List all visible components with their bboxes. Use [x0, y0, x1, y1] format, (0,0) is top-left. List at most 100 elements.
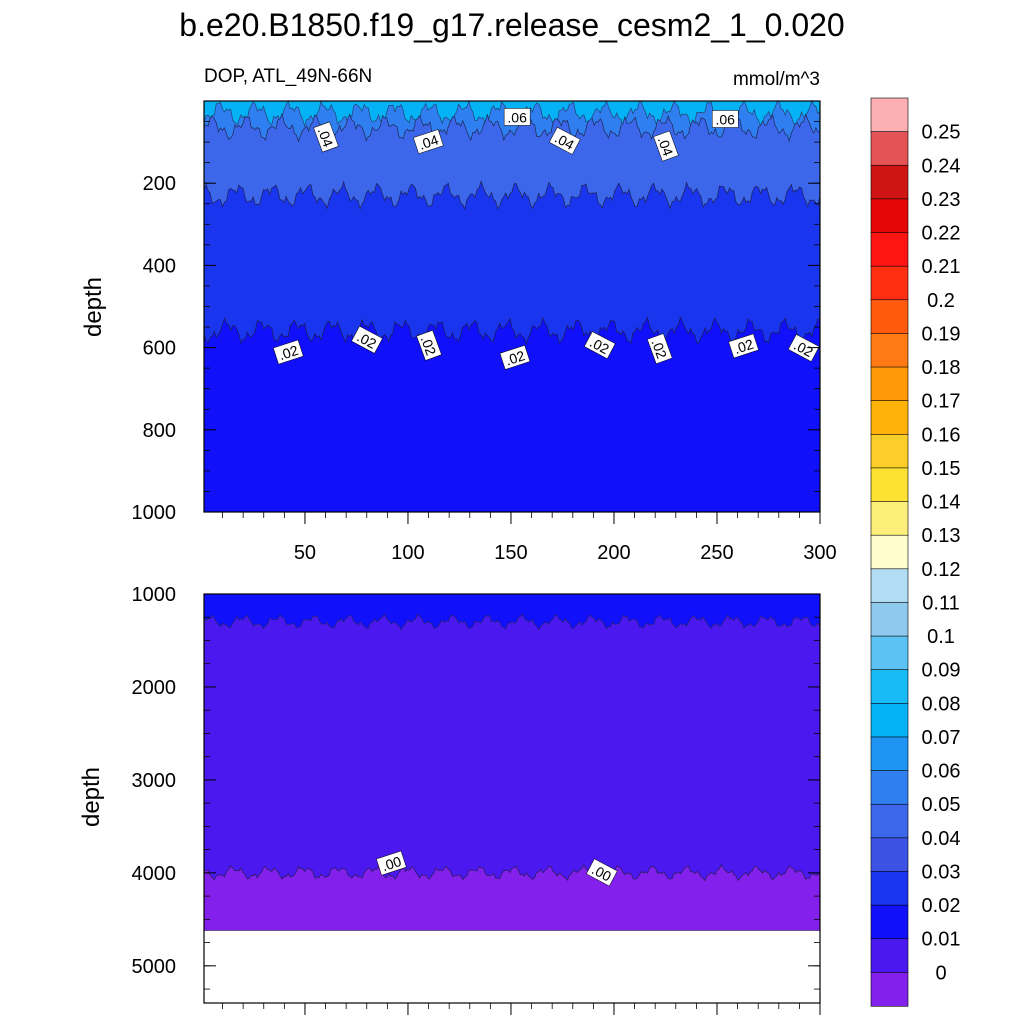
colorbar-label: 0.16: [922, 424, 961, 446]
colorbar-swatch: [870, 400, 909, 435]
y-tick-label: 2000: [132, 677, 177, 699]
colorbar-label: 0.09: [922, 660, 961, 682]
colorbar: 0.25 0.24 0.23 0.22 0.21 0.2 0.19 0.18 0.17 0.16 0…: [870, 97, 961, 1007]
colorbar-label: 0.1: [927, 626, 955, 648]
contour-label-text: .04: [315, 125, 337, 149]
top-panel: .06 .06 .04 .04 .04 .04 .02 .02 .02 .02 .02 .02 .02.…: [132, 100, 837, 564]
colorbar-label: 0.17: [922, 391, 961, 413]
colorbar-label: 0.01: [922, 929, 961, 951]
colorbar-label: 0: [935, 962, 946, 984]
contour-label: .02: [351, 325, 383, 354]
contour-label: .02: [787, 334, 820, 362]
colorbar-label: 0.08: [922, 693, 961, 715]
y-tick-label: 1000: [132, 584, 177, 606]
y-tick-label: 1000: [132, 502, 177, 524]
x-tick-label: 250: [700, 542, 733, 564]
colorbar-swatch: [870, 333, 909, 368]
contour-label-box: [548, 126, 581, 155]
colorbar-label: 0.13: [922, 525, 961, 547]
colorbar-label: 0.15: [922, 458, 961, 480]
colorbar-swatch: [870, 366, 909, 402]
x-tick-label: 300: [803, 542, 836, 564]
colorbar-label: 0.14: [922, 492, 961, 514]
x-tick-label: 50: [294, 542, 316, 564]
colorbar-swatch: [870, 602, 909, 637]
contour-label-box: [499, 344, 531, 370]
colorbar-swatch: [870, 232, 909, 267]
contour-label-text: .04: [655, 134, 677, 158]
colorbar-label: 0.23: [922, 189, 961, 211]
contour-label-box: [413, 129, 444, 155]
contour-label-box: [787, 334, 820, 362]
contour-label: .02: [273, 339, 304, 365]
colorbar-swatch: [870, 534, 909, 570]
contour-label: .02: [647, 333, 673, 365]
contour-label-box: [647, 333, 673, 365]
contour-label: .00: [376, 850, 407, 876]
bottom-panel-ylabel: depth: [78, 767, 105, 827]
colorbar-swatch: [870, 938, 909, 973]
contour-label: .02: [583, 331, 616, 360]
colorbar-swatch: [870, 131, 909, 166]
bottom-panel: .00 .00 1000 2000 3000 4000 5000: [132, 584, 821, 1015]
contour-label-box: [416, 329, 442, 361]
x-tick-label: 200: [597, 542, 630, 564]
colorbar-label: 0.25: [922, 122, 961, 144]
colorbar-label: 0.18: [922, 357, 961, 379]
x-tick-label: 100: [391, 542, 424, 564]
contour-label: .06: [711, 110, 739, 128]
colorbar-swatch: [870, 164, 909, 200]
right-subtitle: mmol/m^3: [733, 69, 820, 90]
colorbar-swatch: [870, 568, 909, 604]
colorbar-swatch: [870, 97, 909, 133]
contour-label: .04: [548, 126, 581, 155]
contour-label: .04: [313, 121, 339, 153]
colorbar-swatch: [870, 770, 909, 805]
colorbar-swatch: [870, 635, 909, 671]
y-tick-label: 4000: [132, 863, 177, 885]
colorbar-label: 0.06: [922, 761, 961, 783]
contour-label-box: [583, 331, 616, 360]
colorbar-swatch: [870, 871, 909, 906]
contour-label-text: .02: [277, 342, 301, 363]
colorbar-swatch: [870, 299, 909, 335]
colorbar-swatch: [870, 198, 909, 234]
contour-label-text: .02: [418, 334, 440, 358]
colorbar-swatch: [870, 265, 909, 301]
colorbar-label: 0.05: [922, 794, 961, 816]
contour-label-text: .04: [417, 131, 441, 152]
contour-label: .02: [416, 329, 442, 361]
colorbar-label: 0.19: [922, 323, 961, 345]
colorbar-swatch: [870, 736, 909, 772]
contour-label: .06: [503, 108, 531, 126]
y-tick-label: 3000: [132, 770, 177, 792]
contour-label-box: [586, 858, 618, 887]
contour-label-box: [313, 121, 339, 153]
contour-label: .00: [586, 858, 618, 887]
contour-label-text: .06: [715, 111, 735, 127]
contour-label: .02: [728, 333, 759, 359]
chart-title: b.e20.B1850.f19_g17.release_cesm2_1_0.02…: [179, 7, 844, 43]
colorbar-swatch: [870, 501, 909, 536]
colorbar-label: 0.21: [922, 256, 961, 278]
colorbar-label: 0.11: [922, 592, 959, 614]
panel-frame: [203, 593, 821, 1004]
colorbar-label: 0.24: [922, 155, 961, 177]
colorbar-swatch: [870, 669, 909, 704]
contour-band-0.03: [203, 180, 821, 347]
contour-label: .02: [499, 344, 531, 370]
y-tick-label: 5000: [132, 956, 177, 978]
colorbar-label: 0.2: [927, 290, 955, 312]
contour-label-text: .00: [380, 853, 404, 874]
contour-label-text: .02: [503, 347, 527, 368]
colorbar-label: 0.22: [922, 223, 961, 245]
contour-label-text: .02: [648, 337, 670, 361]
y-tick-label: 600: [143, 338, 176, 360]
contour-label-text: .02: [732, 336, 756, 357]
contour-band-0.01: [204, 594, 820, 630]
contour-band-0: [203, 613, 821, 882]
contour-label-text: .06: [507, 109, 527, 125]
contour-label: .04: [413, 129, 444, 155]
top-panel-ylabel: depth: [80, 277, 107, 337]
contour-label-box: [728, 333, 759, 359]
